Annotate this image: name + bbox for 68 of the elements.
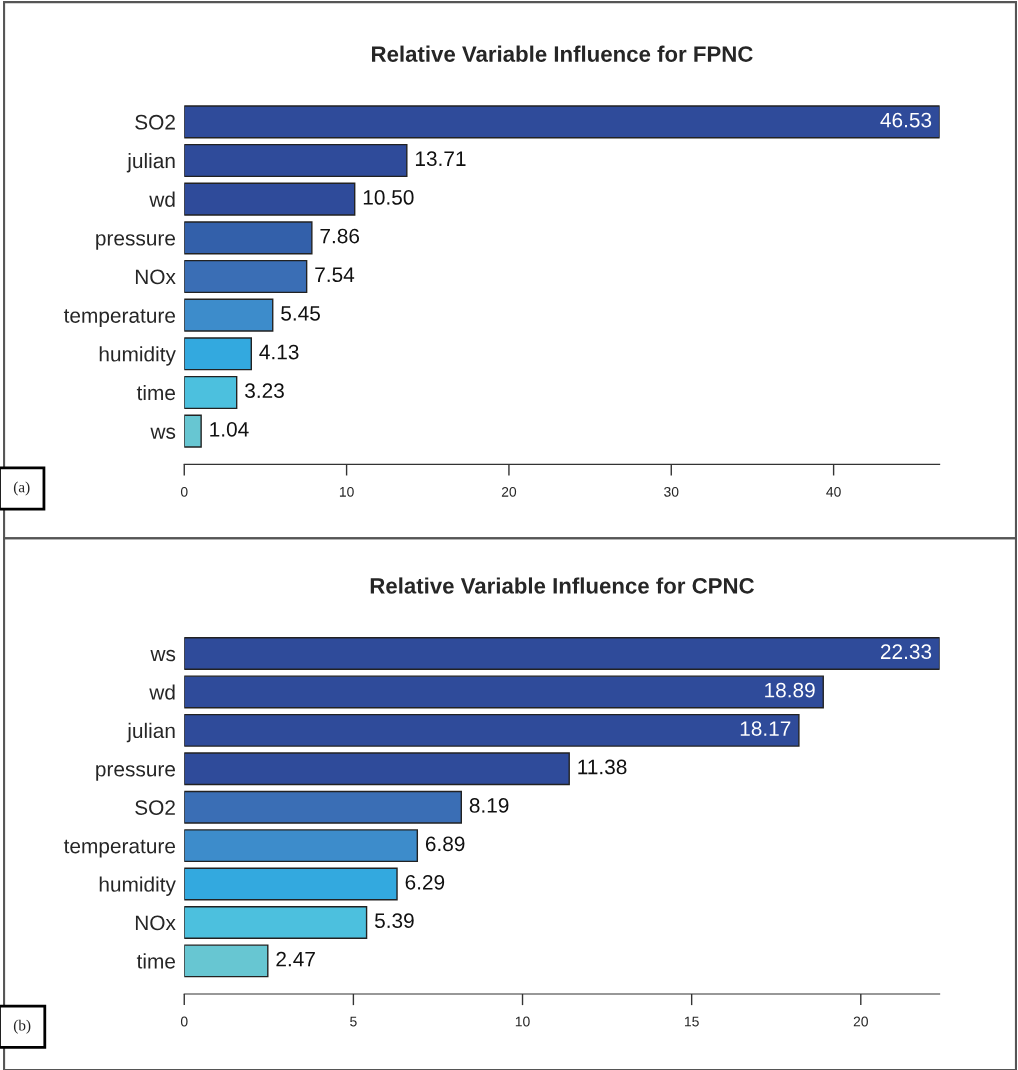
bar (184, 752, 570, 786)
y-tick-label: humidity (99, 876, 176, 896)
data-label: 11.38 (578, 759, 627, 775)
bar (184, 105, 940, 139)
data-label: 46.53 (880, 112, 932, 128)
data-label: 7.86 (320, 228, 360, 244)
bar (184, 298, 274, 332)
x-tick-label: 0 (180, 486, 188, 497)
data-label: 5.39 (374, 913, 414, 929)
y-tick-label: time (136, 953, 175, 969)
text: (b) (13, 1019, 31, 1034)
data-label: 6.89 (425, 836, 465, 852)
text: (a) (13, 481, 30, 496)
data-label: 8.19 (469, 798, 509, 813)
y-tick-label: humidity (99, 346, 176, 366)
data-label: 5.45 (281, 306, 320, 321)
y-tick-label: julian (126, 152, 175, 173)
x-tick-label: 15 (685, 1016, 699, 1027)
y-tick-label: ws (150, 427, 176, 439)
bar (184, 829, 419, 863)
bar (184, 944, 269, 978)
data-label: 2.47 (276, 951, 315, 967)
bar (184, 867, 398, 901)
data-label: 4.13 (259, 344, 299, 360)
x-tick-label: 20 (501, 486, 517, 497)
bar (184, 675, 824, 709)
bar (184, 337, 252, 371)
data-label: 18.17 (740, 721, 791, 736)
x-tick-label: 10 (339, 486, 354, 497)
chart-title: Relative Variable Influence for FPNC (372, 45, 753, 62)
bar (184, 790, 462, 824)
y-tick-label: NOx (135, 269, 176, 285)
data-label: 7.54 (315, 267, 355, 283)
y-tick-label: pressure (96, 234, 176, 250)
x-tick-label: 20 (853, 1016, 868, 1027)
y-tick-label: julian (126, 722, 175, 743)
bar (184, 182, 356, 216)
data-label: 1.04 (210, 421, 249, 437)
y-tick-label: temperature (63, 839, 176, 858)
y-tick-label: NOx (135, 915, 176, 931)
y-tick-label: time (136, 384, 175, 401)
bar (184, 414, 202, 448)
data-label: 22.33 (880, 644, 932, 660)
y-tick-label: SO2 (135, 114, 175, 130)
y-tick-label: wd (149, 684, 175, 700)
data-label: 13.71 (415, 151, 466, 167)
y-tick-label: temperature (63, 309, 176, 328)
y-tick-label: ws (150, 649, 176, 662)
y-tick-label: pressure (96, 765, 176, 781)
x-tick-label: 30 (664, 486, 679, 497)
data-label: 3.23 (245, 383, 284, 399)
bar (184, 143, 408, 178)
bar (184, 713, 800, 747)
y-tick-label: SO2 (135, 800, 175, 815)
bar (184, 259, 308, 294)
bar (184, 375, 238, 410)
data-label: 10.50 (363, 190, 414, 205)
data-label: 6.29 (405, 874, 445, 890)
y-tick-label: wd (149, 191, 175, 207)
bar (184, 906, 368, 939)
bar (184, 637, 940, 670)
x-tick-label: 0 (180, 1016, 188, 1027)
x-tick-label: 5 (350, 1016, 357, 1027)
chart-title: Relative Variable Influence for CPNC (370, 577, 754, 594)
x-tick-label: 10 (515, 1016, 530, 1027)
bar (184, 221, 313, 255)
data-label: 18.89 (765, 682, 815, 698)
x-tick-label: 40 (826, 486, 841, 497)
